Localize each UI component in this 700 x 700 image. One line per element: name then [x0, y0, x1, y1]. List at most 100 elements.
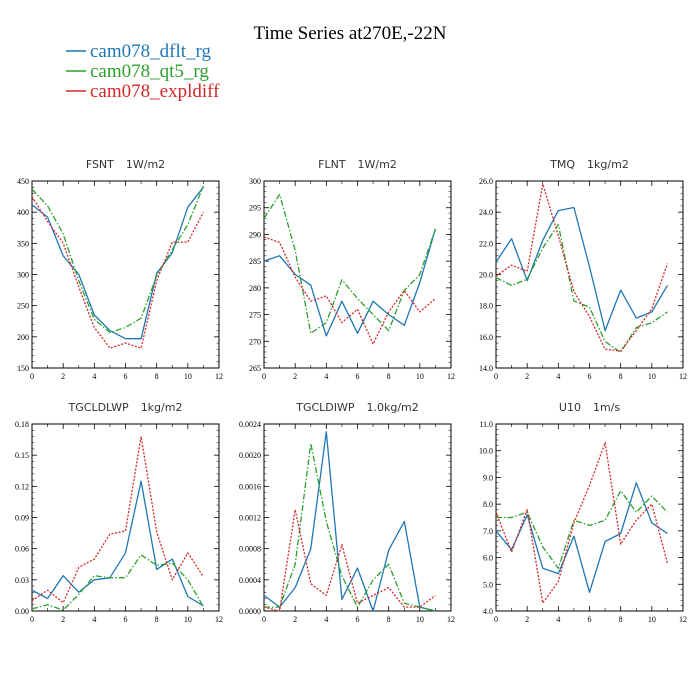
- series-line-cam078-qt5-rg: [31, 185, 205, 334]
- y-tick-label: 0.00: [15, 607, 29, 616]
- y-tick-label: 285: [249, 257, 261, 266]
- x-tick-label: 4: [324, 615, 328, 624]
- plot-frame: [263, 180, 452, 369]
- y-tick-label: 0.06: [15, 545, 29, 554]
- panel-fsnt: FSNT 1W/m2 0 2 4 6 8 10 12 150 200 250 300 350 400 450: [17, 158, 223, 381]
- x-tick-label: 0: [30, 372, 34, 381]
- legend-item: cam078_qt5_rg: [66, 61, 209, 82]
- series-line-cam078-qt5-rg: [264, 442, 436, 612]
- series-line-cam078-qt5-rg: [263, 193, 437, 334]
- x-tick-label: 12: [215, 372, 223, 381]
- plot-frame: [495, 180, 684, 369]
- y-tick-label: 8.0: [483, 500, 493, 509]
- panel-units: 1W/m2: [358, 158, 397, 171]
- x-tick-label: 0: [262, 372, 266, 381]
- y-tick-label: 250: [17, 302, 29, 311]
- series-line-cam078-expldiff: [263, 236, 436, 345]
- x-tick-label: 12: [447, 615, 455, 624]
- panel-tgcldiwp: TGCLDIWP 1.0kg/m2 0 2 4 6 8 10 12 0.0000 0.0004 0.0…: [239, 401, 455, 624]
- x-tick-label: 12: [679, 372, 687, 381]
- y-tick-label: 6.0: [483, 554, 493, 563]
- y-tick-label: 0.0008: [239, 545, 261, 554]
- x-tick-label: 2: [525, 372, 529, 381]
- x-tick-label: 6: [124, 372, 128, 381]
- y-tick-label: 450: [17, 177, 29, 186]
- x-tick-label: 6: [356, 372, 360, 381]
- x-tick-label: 10: [648, 372, 656, 381]
- panel-variable: FSNT: [86, 158, 114, 171]
- y-tick-label: 0.18: [15, 420, 29, 429]
- panel-title: TGCLDIWP 1.0kg/m2: [295, 401, 419, 414]
- x-tick-label: 8: [619, 372, 623, 381]
- panel-variable: TGCLDLWP: [68, 401, 130, 414]
- y-tick-label: 350: [17, 239, 29, 248]
- legend: cam078_dflt_rgcam078_qt5_rgcam078_expldi…: [66, 41, 220, 102]
- series-line-cam078-dflt-rg: [263, 431, 436, 612]
- series-line-cam078-dflt-rg: [31, 480, 204, 607]
- x-tick-label: 2: [293, 615, 297, 624]
- series-line-cam078-expldiff: [495, 442, 669, 604]
- x-tick-label: 10: [416, 615, 424, 624]
- series-line-cam078-dflt-rg: [31, 186, 204, 340]
- y-tick-label: 300: [17, 271, 29, 280]
- x-tick-label: 8: [387, 372, 391, 381]
- panel-units: 1kg/m2: [141, 401, 183, 414]
- y-tick-label: 0.12: [15, 482, 29, 491]
- y-tick-label: 290: [249, 230, 261, 239]
- y-tick-label: 270: [249, 337, 261, 346]
- x-tick-label: 10: [648, 615, 656, 624]
- x-tick-label: 6: [588, 615, 592, 624]
- y-tick-label: 0.0004: [239, 576, 261, 585]
- legend-label: cam078_expldiff: [90, 81, 220, 102]
- y-tick-label: 0.15: [15, 451, 29, 460]
- y-tick-label: 0.0012: [239, 514, 261, 523]
- series-line-cam078-qt5-rg: [31, 554, 204, 611]
- x-tick-label: 6: [356, 615, 360, 624]
- plot-frame: [31, 423, 220, 612]
- legend-item: cam078_dflt_rg: [66, 41, 212, 62]
- x-tick-label: 10: [416, 372, 424, 381]
- plot-frame: [31, 180, 220, 369]
- y-tick-label: 0.0020: [239, 451, 261, 460]
- y-tick-label: 4.0: [483, 607, 493, 616]
- y-tick-label: 400: [17, 208, 29, 217]
- y-tick-label: 24.0: [479, 208, 493, 217]
- panel-units: 1.0kg/m2: [367, 401, 419, 414]
- y-tick-label: 5.0: [483, 580, 493, 589]
- x-tick-label: 2: [61, 372, 65, 381]
- y-tick-label: 295: [249, 204, 261, 213]
- y-tick-label: 22.0: [479, 239, 493, 248]
- y-tick-label: 7.0: [483, 527, 493, 536]
- x-tick-label: 6: [124, 615, 128, 624]
- x-tick-label: 10: [184, 372, 192, 381]
- y-tick-label: 0.0000: [239, 607, 261, 616]
- x-tick-label: 4: [556, 615, 560, 624]
- x-tick-label: 8: [155, 615, 159, 624]
- panel-flnt: FLNT 1W/m2 0 2 4 6 8 10 12 265 270 275 280 285 290 295 3…: [249, 158, 455, 381]
- x-tick-label: 8: [387, 615, 391, 624]
- x-tick-label: 12: [215, 615, 223, 624]
- y-tick-label: 26.0: [479, 177, 493, 186]
- series-line-cam078-dflt-rg: [263, 228, 437, 337]
- y-tick-label: 11.0: [479, 420, 493, 429]
- x-tick-label: 12: [679, 615, 687, 624]
- x-tick-label: 4: [556, 372, 560, 381]
- series-line-cam078-expldiff: [495, 183, 669, 352]
- x-tick-label: 12: [447, 372, 455, 381]
- figure-title: Time Series at270E,-22N: [254, 23, 447, 44]
- x-tick-label: 2: [293, 372, 297, 381]
- legend-label: cam078_qt5_rg: [90, 61, 209, 82]
- x-tick-label: 4: [324, 372, 328, 381]
- x-tick-label: 4: [92, 615, 96, 624]
- legend-item: cam078_expldiff: [66, 81, 220, 102]
- panel-units: 1kg/m2: [587, 158, 629, 171]
- x-tick-label: 0: [494, 615, 498, 624]
- y-tick-label: 10.0: [479, 447, 493, 456]
- series-line-cam078-dflt-rg: [495, 482, 668, 593]
- x-tick-label: 0: [262, 615, 266, 624]
- legend-label: cam078_dflt_rg: [90, 41, 212, 62]
- series-line-cam078-expldiff: [31, 435, 204, 604]
- series-line-cam078-qt5-rg: [496, 490, 668, 569]
- panel-variable: U10: [559, 401, 581, 414]
- chart-panels: FSNT 1W/m20 2 4 6 8 10 12150200250300350400450F…: [15, 158, 687, 624]
